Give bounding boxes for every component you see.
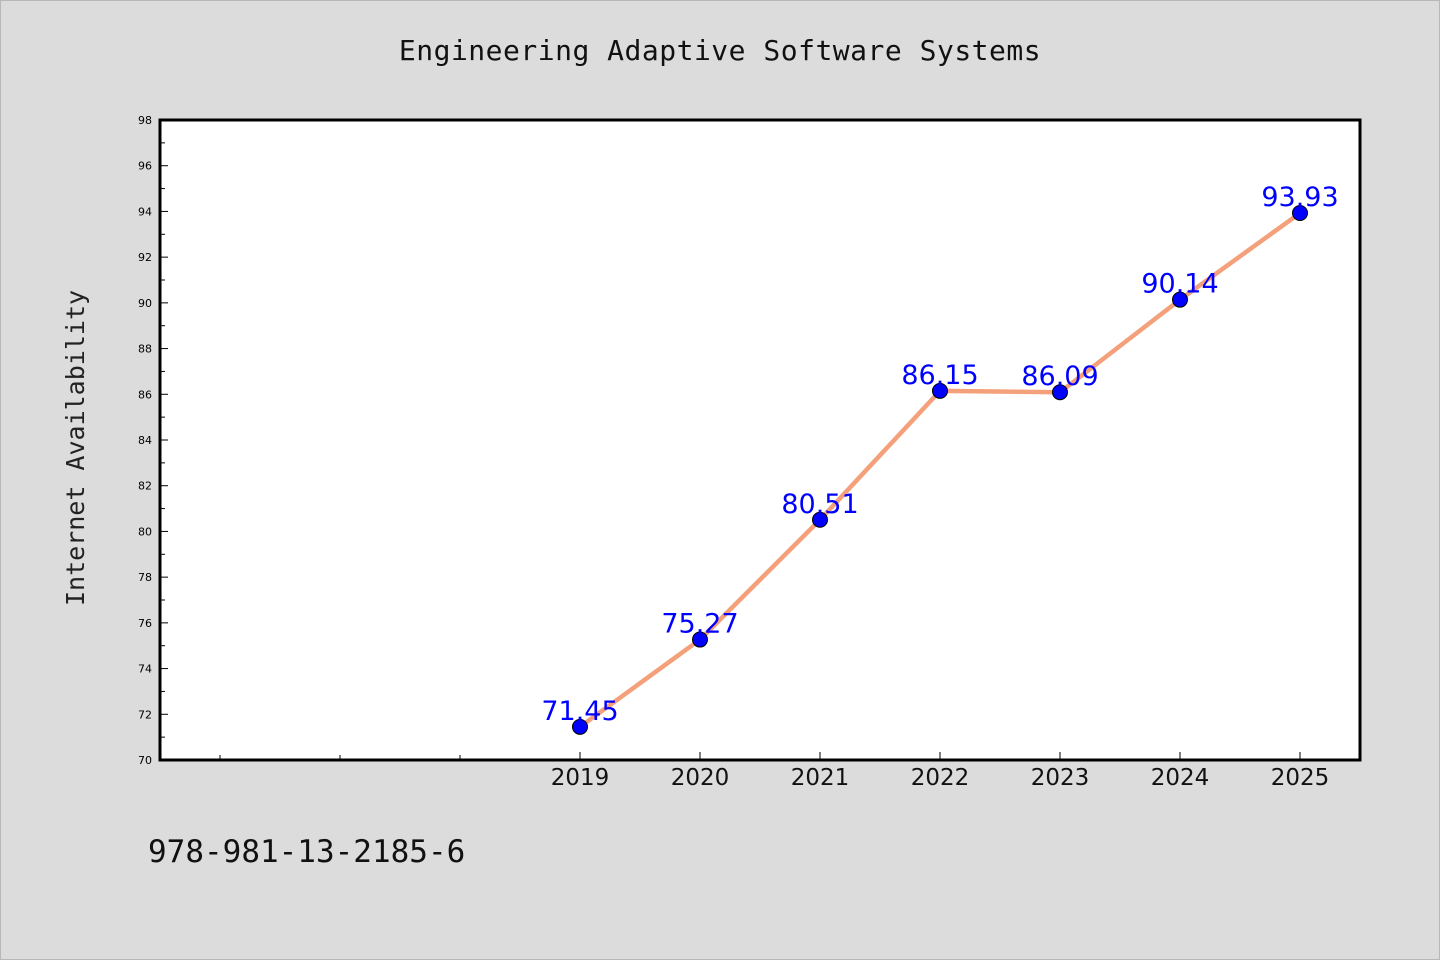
data-label: 90.14	[1141, 269, 1218, 300]
y-tick-label: 80	[138, 525, 152, 538]
y-tick-label: 72	[138, 708, 152, 721]
x-axis: 2019 2020 2021 2022 2023 2024 2025	[219, 752, 1330, 791]
y-tick-label: 74	[138, 663, 152, 676]
x-tick-label: 2022	[911, 765, 970, 791]
x-tick-label: 2025	[1271, 765, 1330, 791]
x-tick-label: 2021	[791, 765, 850, 791]
y-axis: 70 72 74 76 78 80 82 84 86 88 90 92 94 96 98	[138, 114, 168, 767]
y-tick-label: 76	[138, 617, 152, 630]
y-tick-label: 90	[138, 297, 152, 310]
x-tick-label: 2019	[551, 765, 610, 791]
y-tick-label: 92	[138, 251, 152, 264]
y-tick-label: 88	[138, 343, 152, 356]
data-label: 80.51	[781, 489, 858, 520]
plot-area	[158, 118, 1362, 762]
y-axis-label: Internet Availability	[61, 290, 90, 606]
y-tick-label: 96	[138, 160, 152, 173]
data-point-marker	[1292, 205, 1308, 222]
y-tick-label: 82	[138, 480, 152, 493]
data-point-marker	[932, 382, 948, 399]
data-point-marker	[692, 631, 708, 648]
data-point-marker	[1052, 384, 1068, 401]
x-tick-label: 2020	[671, 765, 730, 791]
y-tick-label: 86	[138, 388, 152, 401]
y-tick-label: 98	[138, 114, 152, 127]
isbn-text: 978-981-13-2185-6	[148, 834, 466, 870]
data-point-marker	[1172, 291, 1188, 308]
y-tick-label: 78	[138, 571, 152, 584]
y-tick-label: 84	[138, 434, 152, 447]
data-label: 93.93	[1261, 182, 1338, 213]
data-point-marker	[572, 718, 588, 735]
series-layer: 71.45 75.27 80.51 86.15 86.09 90.14 93.93	[541, 182, 1339, 735]
chart-title: Engineering Adaptive Software Systems	[398, 34, 1042, 67]
x-tick-label: 2024	[1151, 765, 1210, 791]
data-point-marker	[812, 511, 828, 528]
data-label: 86.09	[1021, 361, 1098, 392]
y-tick-label: 94	[138, 205, 152, 218]
data-label: 86.15	[901, 360, 978, 391]
x-tick-label: 2023	[1031, 765, 1090, 791]
y-tick-label: 70	[138, 754, 152, 767]
data-label: 71.45	[541, 696, 618, 727]
data-label: 75.27	[661, 609, 738, 640]
